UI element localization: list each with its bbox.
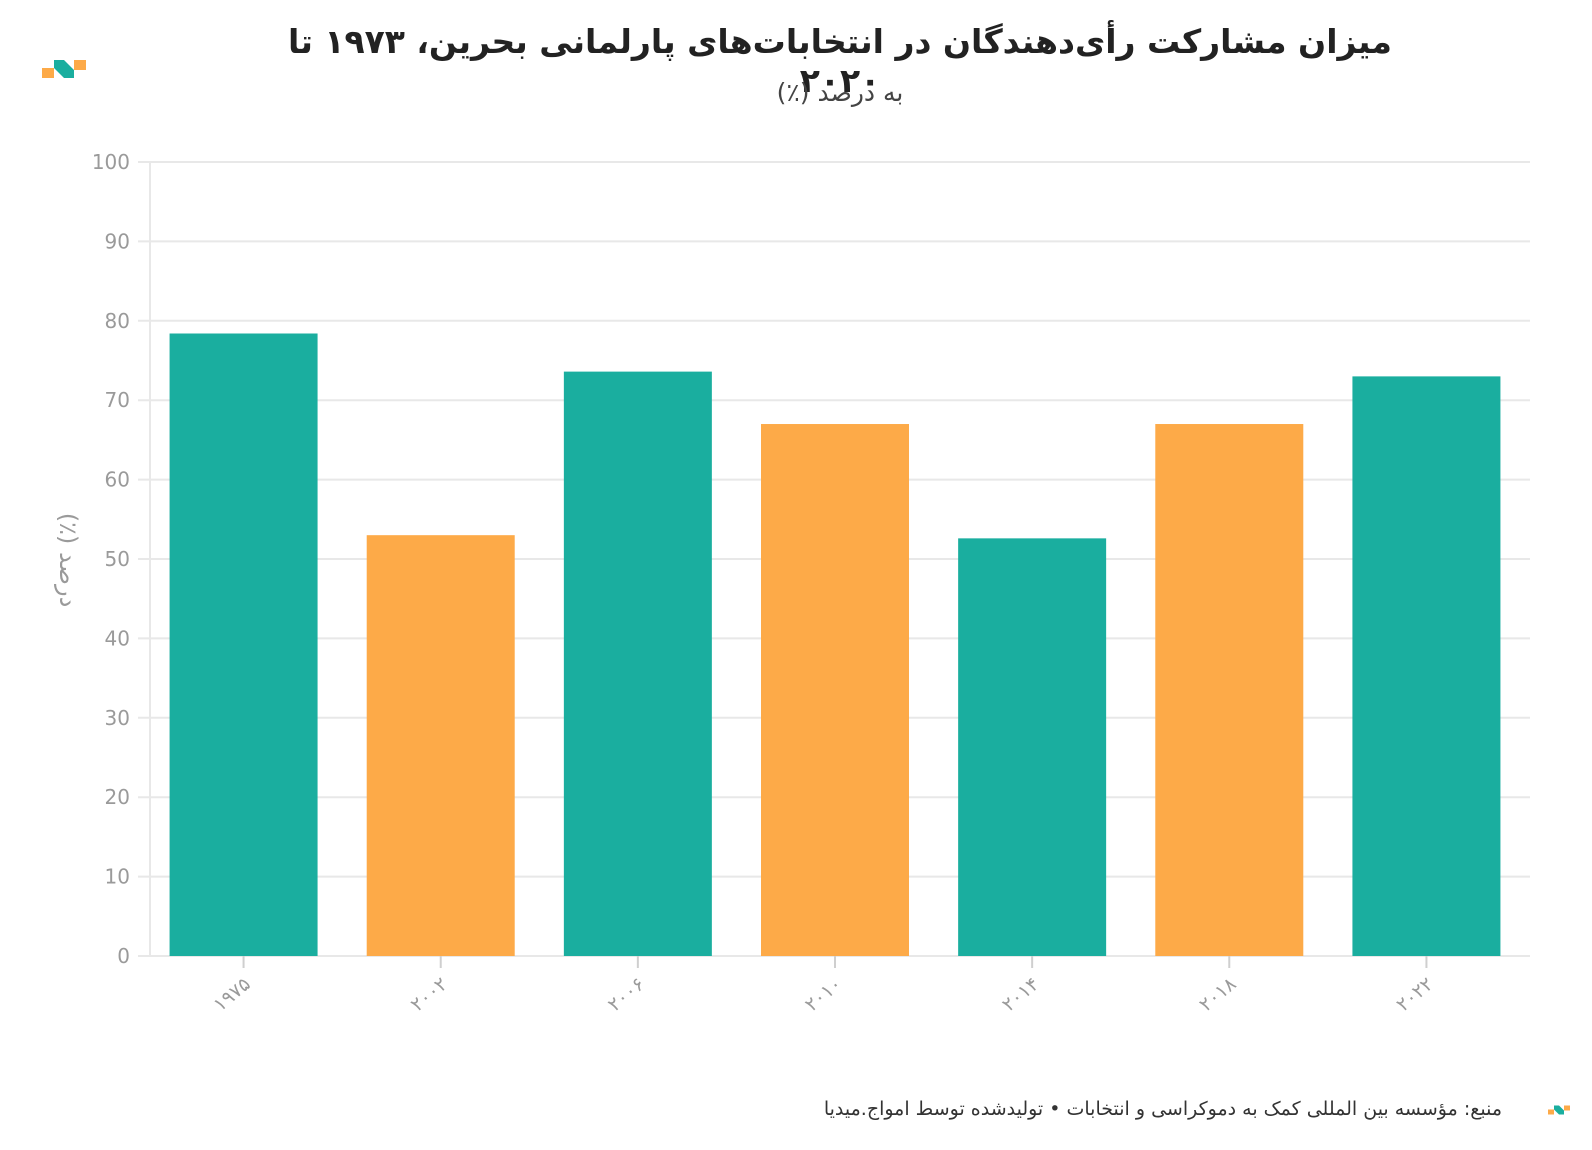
bars [169,333,1501,957]
x-tick-label: ۱۹۷۵ [209,973,254,1016]
chart-subtitle: به درصد (٪) [776,78,904,107]
y-axis-ticks: 0 10 20 30 40 50 60 70 80 90 100 [92,150,130,968]
y-tick-label: 10 [105,865,130,889]
x-axis-ticks: ۱۹۷۵ ۲۰۰۲ ۲۰۰۶ ۲۰۱۰ ۲۰۱۴ ۲۰۱۸ ۲۰۲۲ [209,956,1438,1016]
y-tick-label: 20 [105,785,130,809]
chart-title: میزان مشارکت رأی‌دهندگان در انتخابات‌های… [288,22,1392,100]
bar [563,371,712,957]
y-tick-label: 70 [105,388,130,412]
source-note: منبع: مؤسسه بین المللی کمک به دموکراسی و… [823,1098,1502,1120]
x-tick-label: ۲۰۰۲ [407,973,452,1016]
y-tick-label: 30 [105,706,130,730]
footer-logo-icon [1548,1105,1570,1115]
y-tick-label: 100 [92,150,130,174]
x-tick-label: ۲۰۲۲ [1392,973,1437,1016]
brand-logo-icon [42,60,86,78]
bar [761,424,909,956]
y-tick-label: 80 [105,309,130,333]
y-tick-label: 90 [105,229,130,253]
bar [958,538,1107,956]
x-tick-label: ۲۰۰۶ [604,973,649,1016]
y-axis-label: درصد (٪) [54,513,82,608]
bar [1352,376,1501,956]
y-tick-label: 40 [105,626,130,650]
y-tick-label: 60 [105,468,130,492]
bar [366,535,515,956]
x-tick-label: ۲۰۱۰ [801,973,846,1016]
bar [1155,424,1304,956]
bar-chart: 0 10 20 30 40 50 60 70 80 90 100 ۱۹۷۵ ۲۰۰۲ ۲۰۰۶ ۲۰۱۰ ۲… [54,150,1530,1016]
y-tick-label: 0 [117,944,130,968]
x-tick-label: ۲۰۱۸ [1195,973,1240,1016]
x-tick-label: ۲۰۱۴ [998,973,1043,1016]
bar [169,333,318,956]
y-tick-label: 50 [105,547,130,571]
